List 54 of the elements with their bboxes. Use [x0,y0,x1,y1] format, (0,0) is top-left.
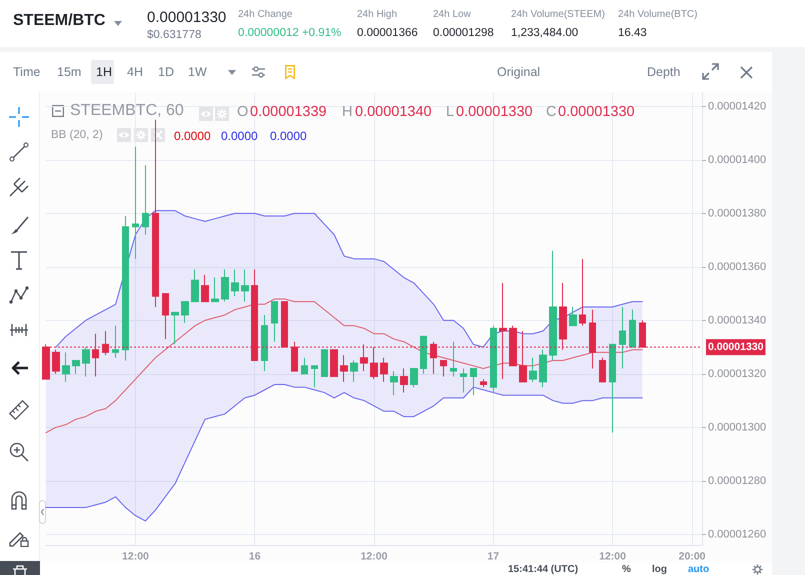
text: 1H [96,65,112,79]
x-tick-label: 16 [248,550,261,562]
y-tick-label: 0.00001320 [708,368,766,380]
text: 24h Change [238,9,292,20]
text: 0.00001298 [433,27,494,40]
text: % [622,564,631,575]
annotation: BB (20, 2) [51,129,103,142]
text: 15m [57,65,82,79]
text: 24h Volume(BTC) [618,9,698,20]
text: 1,233,484.00 [511,27,578,40]
y-tick-label: 0.00001360 [708,260,766,273]
x-tick-label: 20:00 [678,550,706,562]
x-tick-label: 12:00 [360,550,388,562]
annotation: 0.00001330 [558,104,635,120]
text: auto [688,564,710,575]
text: 0.00001330 [147,9,226,26]
annotation: 0.00001339 [250,104,327,120]
y-tick-label: 0.00001400 [708,154,766,166]
annotation: 0.0000 [174,129,211,143]
annotation: L [446,104,454,120]
annotation: 0.00001330 [456,104,533,120]
text: 1W [188,65,207,79]
text: $0.631778 [147,29,202,42]
text: 0.00000012 +0.91% [238,27,342,40]
y-tick-label: 0.00001280 [708,474,766,487]
text: 0.00001366 [357,27,418,40]
y-tick-label: 0.00001380 [708,207,766,220]
annotation: 0.0000 [270,129,307,143]
y-tick-label: 0.00001420 [708,100,766,112]
text: 15:41:44 (UTC) [508,564,578,575]
chart-title: STEEM/BTC [13,12,106,29]
y-tick-label: 0.00001300 [708,421,766,434]
annotation: 0.00001340 [355,104,432,120]
text: 24h Volume(STEEM) [511,9,605,20]
text: 4H [127,65,143,79]
text: 16.43 [618,27,647,40]
annotation: C [546,104,556,120]
ref-line-label: 0.00001330 [708,341,764,354]
text: log [652,564,667,575]
annotation: H [342,104,352,120]
text: 24h High [357,9,398,20]
text: 1D [158,65,174,79]
y-tick-label: 0.00001340 [708,314,766,326]
x-tick-label: 17 [487,550,500,562]
x-tick-label: 12:00 [599,550,626,562]
x-tick-label: 12:00 [122,550,150,562]
annotation: 0.0000 [221,129,258,143]
text: Depth [647,65,680,79]
annotation: STEEMBTC, 60 [70,102,184,119]
y-tick-label: 0.00001260 [708,528,766,540]
annotation: O [237,104,248,120]
text: Time [13,65,40,79]
text: Original [497,65,540,79]
text: 24h Low [433,9,471,20]
